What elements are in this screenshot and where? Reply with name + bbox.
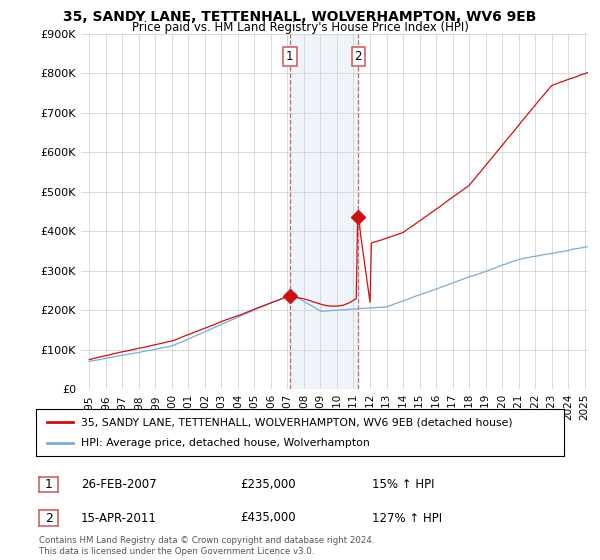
Text: 15% ↑ HPI: 15% ↑ HPI xyxy=(372,478,434,491)
Text: Contains HM Land Registry data © Crown copyright and database right 2024.
This d: Contains HM Land Registry data © Crown c… xyxy=(39,536,374,556)
Text: 127% ↑ HPI: 127% ↑ HPI xyxy=(372,511,442,525)
Text: 1: 1 xyxy=(44,478,53,491)
Text: £435,000: £435,000 xyxy=(240,511,296,525)
Bar xyxy=(290,34,358,389)
Text: 1: 1 xyxy=(286,50,293,63)
Text: Price paid vs. HM Land Registry's House Price Index (HPI): Price paid vs. HM Land Registry's House … xyxy=(131,21,469,34)
Text: 2: 2 xyxy=(44,511,53,525)
Text: 2: 2 xyxy=(355,50,362,63)
Text: 35, SANDY LANE, TETTENHALL, WOLVERHAMPTON, WV6 9EB (detached house): 35, SANDY LANE, TETTENHALL, WOLVERHAMPTO… xyxy=(81,417,512,427)
Text: 15-APR-2011: 15-APR-2011 xyxy=(81,511,157,525)
Text: 35, SANDY LANE, TETTENHALL, WOLVERHAMPTON, WV6 9EB: 35, SANDY LANE, TETTENHALL, WOLVERHAMPTO… xyxy=(64,10,536,24)
Text: £235,000: £235,000 xyxy=(240,478,296,491)
Text: 26-FEB-2007: 26-FEB-2007 xyxy=(81,478,157,491)
Text: HPI: Average price, detached house, Wolverhampton: HPI: Average price, detached house, Wolv… xyxy=(81,438,370,448)
